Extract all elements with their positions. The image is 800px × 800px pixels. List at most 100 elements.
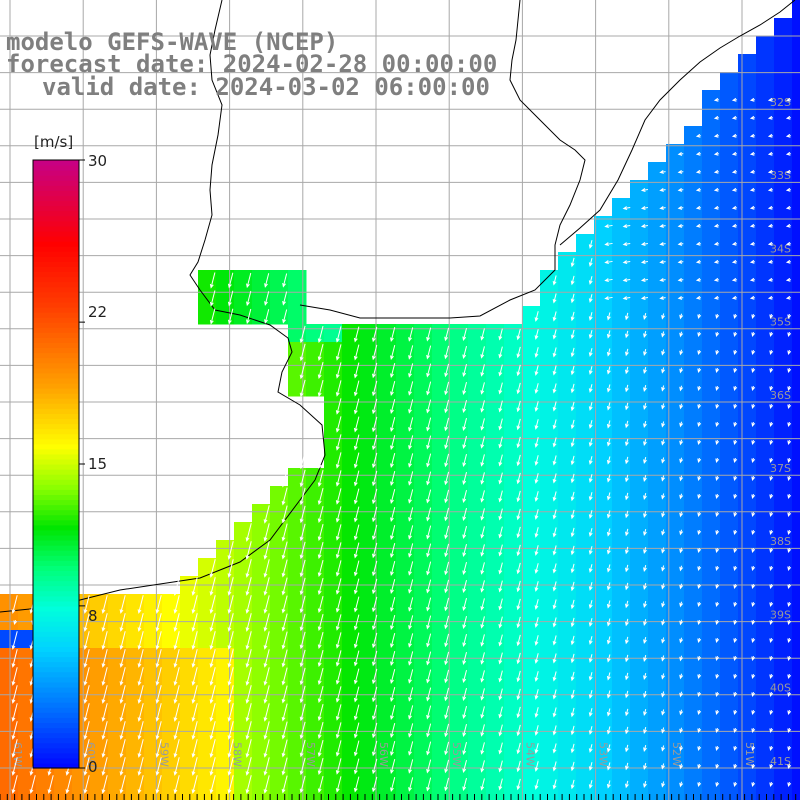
wind-vector (751, 601, 756, 608)
wind-cell (342, 702, 361, 721)
wind-cell (774, 108, 793, 127)
wind-vector (570, 509, 575, 520)
wind-cell (540, 540, 559, 559)
wind-cell (468, 630, 487, 649)
wind-vector (713, 277, 720, 282)
wind-vector (317, 703, 324, 722)
wind-vector (679, 727, 684, 734)
wind-vector (390, 686, 396, 703)
wind-vector (731, 115, 738, 120)
wind-cell (720, 522, 739, 541)
wind-vector (426, 489, 432, 504)
wind-vector (769, 403, 774, 410)
wind-vector (625, 636, 629, 645)
wind-vector (371, 650, 378, 667)
wind-cell (666, 252, 685, 271)
wind-vector (767, 259, 774, 264)
wind-cell (594, 432, 613, 451)
wind-cell (540, 324, 559, 343)
wind-cell (684, 630, 703, 649)
wind-vector (299, 505, 306, 524)
wind-cell (126, 756, 145, 775)
lat-label: 41S (770, 755, 791, 768)
wind-vector (444, 777, 450, 792)
wind-vector (604, 224, 613, 229)
wind-vector (317, 739, 324, 758)
wind-vector (659, 206, 666, 210)
wind-vector (209, 631, 216, 650)
wind-vector (299, 541, 306, 560)
wind-cell (684, 702, 703, 721)
wind-cell (684, 306, 703, 325)
wind-vector (787, 763, 792, 770)
wind-cell (468, 432, 487, 451)
wind-cell (756, 648, 775, 667)
wind-vector (588, 438, 593, 447)
wind-cell (270, 792, 289, 800)
wind-vector (317, 757, 324, 776)
wind-cell (756, 720, 775, 739)
wind-cell (774, 504, 793, 523)
wind-vector (227, 613, 234, 632)
wind-cell (324, 558, 343, 577)
wind-cell (288, 666, 307, 685)
wind-vector (588, 690, 593, 699)
wind-vector (390, 632, 396, 649)
wind-vector (661, 403, 665, 410)
wind-cell (720, 234, 739, 253)
wind-cell (576, 594, 595, 613)
wind-cell (720, 774, 739, 793)
wind-vector (588, 564, 593, 573)
wind-vector (444, 615, 450, 630)
wind-cell (198, 270, 217, 289)
wind-vector (462, 777, 467, 792)
wind-vector (534, 707, 539, 718)
wind-vector (480, 688, 485, 701)
wind-vector (516, 580, 521, 593)
wind-cell (126, 630, 145, 649)
wind-vector (390, 722, 396, 739)
colorbar-segment (33, 686, 79, 693)
wind-vector (408, 399, 414, 414)
wind-cell (702, 324, 721, 343)
wind-cell (738, 288, 757, 307)
wind-cell (306, 666, 325, 685)
wind-cell (558, 774, 577, 793)
wind-vector (282, 309, 288, 324)
wind-vector (263, 523, 270, 542)
wind-vector (715, 781, 720, 788)
wind-cell (684, 252, 703, 271)
wind-cell (288, 774, 307, 793)
wind-cell (558, 756, 577, 775)
wind-vector (480, 760, 485, 773)
wind-cell (342, 378, 361, 397)
wind-cell (558, 630, 577, 649)
wind-vector (588, 294, 593, 303)
wind-cell (594, 486, 613, 505)
wind-cell (414, 684, 433, 703)
wind-cell (378, 522, 397, 541)
wind-vector (317, 469, 324, 488)
wind-vector (769, 331, 774, 338)
wind-vector (588, 276, 593, 285)
wind-cell (630, 774, 649, 793)
wind-cell (774, 738, 793, 757)
wind-vector (622, 260, 631, 265)
wind-vector (498, 454, 503, 467)
wind-cell (144, 720, 163, 739)
wind-vector (715, 601, 720, 608)
wind-cell (576, 378, 595, 397)
wind-cell (360, 792, 379, 800)
wind-vector (769, 547, 774, 554)
wind-cell (612, 666, 631, 685)
wind-cell (792, 378, 800, 397)
wind-cell (792, 306, 800, 325)
wind-vector (281, 739, 288, 758)
wind-vector (751, 727, 756, 734)
wind-cell (468, 666, 487, 685)
wind-cell (342, 720, 361, 739)
wind-cell (774, 270, 793, 289)
wind-vector (604, 296, 613, 301)
colorbar-segment (33, 702, 79, 708)
wind-vector (119, 721, 126, 740)
